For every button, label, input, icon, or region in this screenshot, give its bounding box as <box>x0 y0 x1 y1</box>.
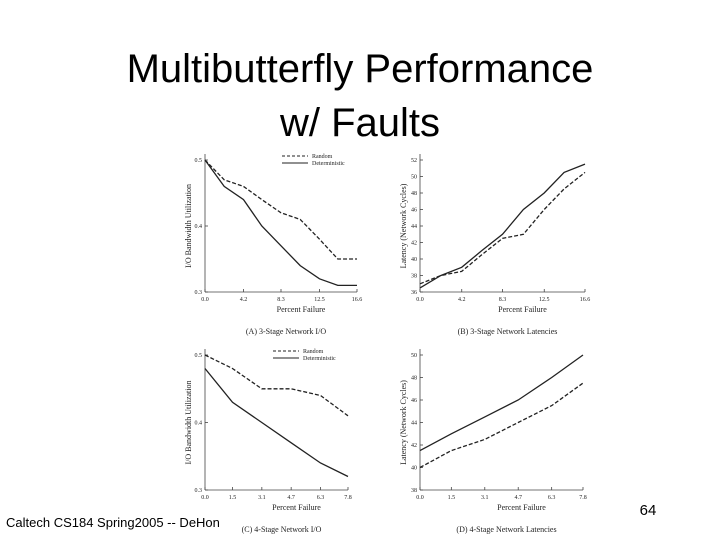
x-tick-label: 6.3 <box>317 495 325 501</box>
x-tick-label: 6.3 <box>548 495 556 501</box>
x-tick-label: 4.7 <box>514 495 522 501</box>
y-tick-label: 40 <box>411 466 417 472</box>
x-axis-label: Percent Failure <box>498 305 547 314</box>
footer: Caltech CS184 Spring2005 -- DeHon <box>6 515 220 530</box>
y-tick-label: 38 <box>411 488 417 494</box>
y-tick-label: 38 <box>411 274 417 280</box>
x-axis-label: Percent Failure <box>497 503 546 512</box>
y-tick-label: 52 <box>411 158 417 164</box>
y-tick-label: 0.3 <box>195 488 203 494</box>
y-tick-label: 0.3 <box>195 290 203 296</box>
x-tick-label: 16.6 <box>352 297 363 303</box>
y-axis-label: Latency (Network Cycles) <box>399 380 408 465</box>
chart-caption: (A) 3-Stage Network I/O <box>246 327 326 336</box>
series-line <box>419 163 586 289</box>
page-number: 64 <box>640 502 657 519</box>
y-tick-label: 50 <box>411 353 417 359</box>
y-tick-label: 42 <box>411 241 417 247</box>
x-tick-label: 12.5 <box>314 297 325 303</box>
chart-caption: (B) 3-Stage Network Latencies <box>458 327 558 336</box>
series-line <box>204 368 349 478</box>
x-tick-label: 12.5 <box>539 297 550 303</box>
x-tick-label: 0.0 <box>416 495 424 501</box>
x-tick-label: 1.5 <box>229 495 237 501</box>
series-line <box>419 171 586 285</box>
chart-caption: (C) 4-Stage Network I/O <box>242 525 322 534</box>
x-tick-label: 7.8 <box>344 495 352 501</box>
x-tick-label: 4.7 <box>287 495 295 501</box>
y-tick-label: 46 <box>411 208 417 214</box>
x-tick-label: 3.1 <box>258 495 266 501</box>
y-tick-label: 50 <box>411 175 417 181</box>
y-axis-label: Latency (Network Cycles) <box>399 183 408 268</box>
series-line <box>204 354 349 417</box>
y-tick-label: 44 <box>411 421 417 427</box>
x-tick-label: 16.6 <box>580 297 591 303</box>
slide-title: w/ Faults <box>279 101 440 145</box>
y-tick-label: 0.5 <box>195 158 203 164</box>
x-tick-label: 4.2 <box>458 297 466 303</box>
chart-caption: (D) 4-Stage Network Latencies <box>456 525 556 534</box>
x-tick-label: 8.3 <box>277 297 285 303</box>
y-tick-label: 46 <box>411 398 417 404</box>
series-line <box>419 382 584 469</box>
x-tick-label: 1.5 <box>448 495 456 501</box>
y-tick-label: 0.5 <box>195 353 203 359</box>
x-tick-label: 0.0 <box>201 495 209 501</box>
series-line <box>204 159 357 287</box>
legend-label: Deterministic <box>312 161 345 167</box>
x-axis-label: Percent Failure <box>272 503 321 512</box>
y-axis-label: I/O Bandwidth Utilization <box>184 184 193 268</box>
y-tick-label: 48 <box>411 191 417 197</box>
x-tick-label: 8.3 <box>499 297 507 303</box>
y-tick-label: 44 <box>411 224 417 230</box>
x-tick-label: 0.0 <box>201 297 209 303</box>
x-axis-label: Percent Failure <box>277 305 326 314</box>
y-tick-label: 40 <box>411 257 417 263</box>
legend-label: Deterministic <box>303 356 336 362</box>
legend-label: Random <box>312 154 333 160</box>
x-tick-label: 4.2 <box>240 297 248 303</box>
x-tick-label: 0.0 <box>416 297 424 303</box>
y-tick-label: 48 <box>411 376 417 382</box>
y-tick-label: 42 <box>411 443 417 449</box>
legend-label: Random <box>303 349 324 355</box>
y-axis-label: I/O Bandwidth Utilization <box>184 381 193 465</box>
series-line <box>419 354 584 452</box>
slide-title: Multibutterfly Performance <box>127 47 594 91</box>
y-tick-label: 0.4 <box>195 421 203 427</box>
series-line <box>204 159 357 260</box>
y-tick-label: 36 <box>411 290 417 296</box>
y-tick-label: 0.4 <box>195 224 203 230</box>
x-tick-label: 7.8 <box>579 495 587 501</box>
x-tick-label: 3.1 <box>481 495 489 501</box>
